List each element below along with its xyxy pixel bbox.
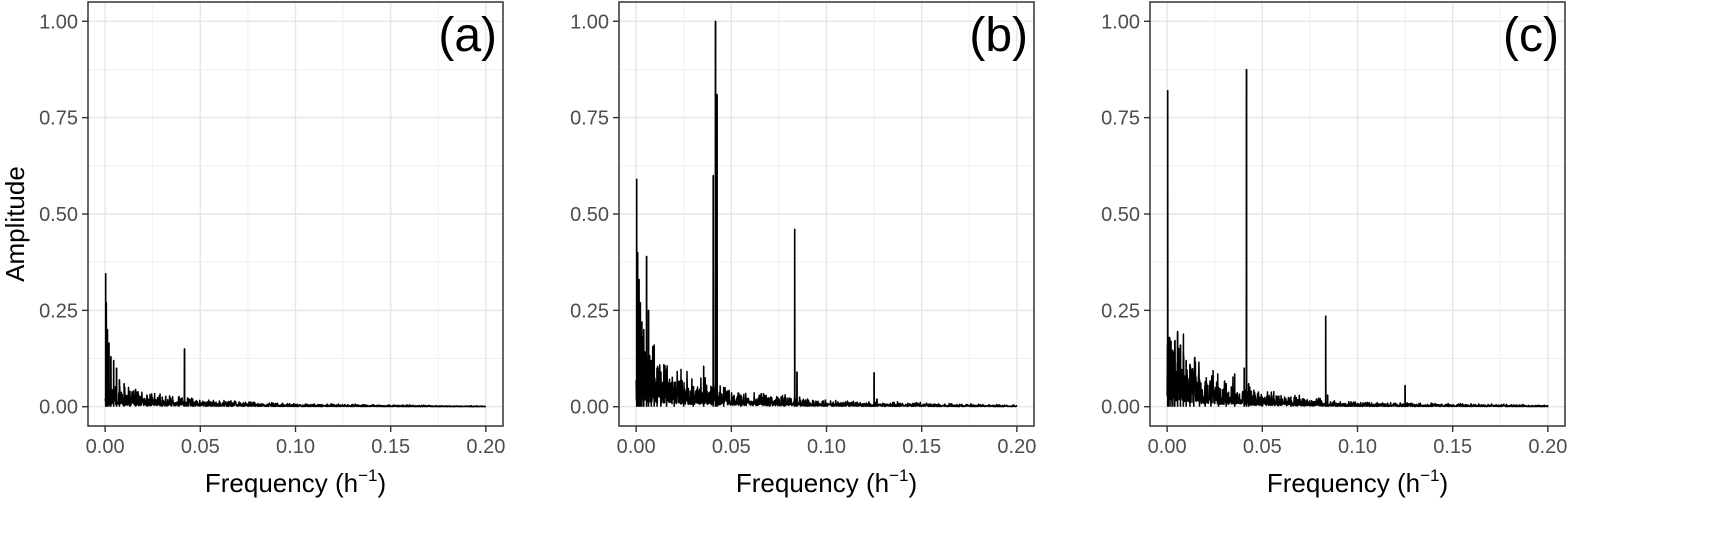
y-tick-label: 0.75 — [39, 108, 78, 130]
y-tick-label: 0.75 — [1101, 108, 1140, 130]
y-tick-label: 0.00 — [39, 397, 78, 419]
x-tick-label: 0.05 — [1243, 436, 1282, 458]
x-tick-label: 0.00 — [617, 436, 656, 458]
y-tick-label: 1.00 — [570, 11, 609, 33]
x-tick-label: 0.15 — [1433, 436, 1472, 458]
y-tick-label: 0.50 — [570, 204, 609, 226]
x-tick-label: 0.00 — [1148, 436, 1187, 458]
x-tick-label: 0.20 — [1528, 436, 1567, 458]
y-axis-title: Amplitude — [0, 166, 30, 282]
x-tick-label: 0.00 — [86, 436, 125, 458]
panel-b: 0.00 0.05 0.10 0.15 0.20 0.00 0.25 0.50 0.75 1.00… — [570, 1, 1036, 498]
x-tick-label: 0.10 — [807, 436, 846, 458]
x-tick-label: 0.10 — [276, 436, 315, 458]
y-tick-label: 0.25 — [570, 300, 609, 322]
panel-label: (c) — [1503, 9, 1559, 62]
y-tick-label: 0.00 — [570, 397, 609, 419]
x-tick-label: 0.05 — [181, 436, 220, 458]
y-tick-label: 0.75 — [570, 108, 609, 130]
x-axis-title: Frequency (h−1) — [205, 466, 386, 498]
spectrum-line — [104, 273, 487, 408]
panel-a: 0.00 0.05 0.10 0.15 0.20 0.00 0.25 0.50 0.75 1.00… — [39, 1, 505, 498]
x-tick-label: 0.20 — [997, 436, 1036, 458]
x-tick-label: 0.10 — [1338, 436, 1377, 458]
x-axis-title: Frequency (h−1) — [736, 466, 917, 498]
y-tick-label: 0.00 — [1101, 397, 1140, 419]
spectrum-line — [1166, 68, 1549, 408]
y-tick-label: 0.50 — [39, 204, 78, 226]
x-tick-label: 0.15 — [902, 436, 941, 458]
y-tick-label: 1.00 — [1101, 11, 1140, 33]
y-tick-label: 0.25 — [1101, 300, 1140, 322]
panel-label: (a) — [438, 9, 497, 62]
y-tick-label: 1.00 — [39, 11, 78, 33]
x-tick-label: 0.15 — [371, 436, 410, 458]
panel-c: 0.00 0.05 0.10 0.15 0.20 0.00 0.25 0.50 0.75 1.00… — [1101, 1, 1567, 498]
y-tick-label: 0.50 — [1101, 204, 1140, 226]
x-tick-label: 0.05 — [712, 436, 751, 458]
x-axis-title: Frequency (h−1) — [1267, 466, 1448, 498]
spectrum-line — [635, 20, 1018, 408]
panel-label: (b) — [969, 9, 1028, 62]
y-tick-label: 0.25 — [39, 300, 78, 322]
x-tick-label: 0.20 — [466, 436, 505, 458]
